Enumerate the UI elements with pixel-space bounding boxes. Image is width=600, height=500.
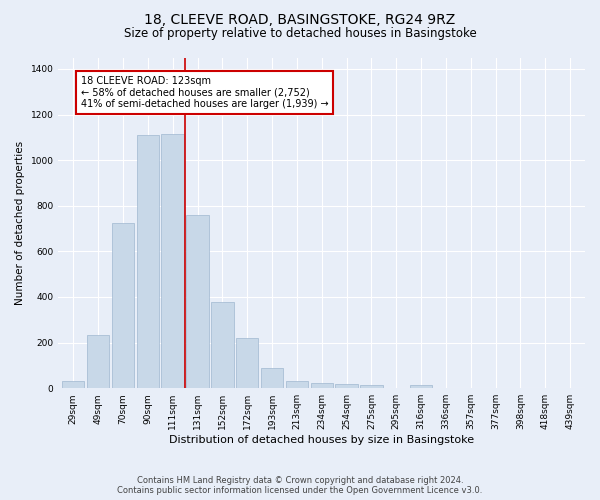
Text: Contains HM Land Registry data © Crown copyright and database right 2024.
Contai: Contains HM Land Registry data © Crown c…	[118, 476, 482, 495]
Bar	[187, 215, 209, 388]
Bar	[360, 385, 383, 388]
Bar	[261, 368, 283, 388]
Bar	[286, 382, 308, 388]
Bar	[137, 135, 159, 388]
Bar	[87, 334, 109, 388]
Bar	[211, 302, 233, 388]
Bar	[112, 223, 134, 388]
Bar	[335, 384, 358, 388]
Bar	[161, 134, 184, 388]
Bar	[410, 386, 432, 388]
Text: 18, CLEEVE ROAD, BASINGSTOKE, RG24 9RZ: 18, CLEEVE ROAD, BASINGSTOKE, RG24 9RZ	[145, 12, 455, 26]
X-axis label: Distribution of detached houses by size in Basingstoke: Distribution of detached houses by size …	[169, 435, 474, 445]
Text: Size of property relative to detached houses in Basingstoke: Size of property relative to detached ho…	[124, 28, 476, 40]
Bar	[62, 382, 85, 388]
Text: 18 CLEEVE ROAD: 123sqm
← 58% of detached houses are smaller (2,752)
41% of semi-: 18 CLEEVE ROAD: 123sqm ← 58% of detached…	[81, 76, 328, 109]
Bar	[236, 338, 259, 388]
Bar	[311, 382, 333, 388]
Y-axis label: Number of detached properties: Number of detached properties	[15, 141, 25, 305]
